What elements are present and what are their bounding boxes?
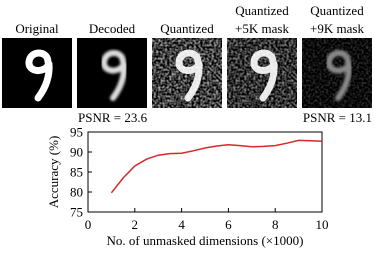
image-quantized-5k bbox=[227, 38, 297, 108]
image-original bbox=[2, 38, 72, 108]
y-axis-label: Accuracy (%) bbox=[46, 136, 61, 209]
panel-label: +5K mask bbox=[235, 21, 289, 36]
x-tick-label: 2 bbox=[132, 217, 139, 232]
panel-label: +9K mask bbox=[310, 21, 364, 36]
y-tick-label: 95 bbox=[70, 125, 83, 140]
y-tick-label: 80 bbox=[70, 185, 83, 200]
panel-label: Quantized bbox=[235, 3, 289, 18]
y-tick-label: 90 bbox=[70, 145, 83, 160]
x-tick-label: 10 bbox=[316, 217, 329, 232]
psnr-label: PSNR = 23.6 bbox=[78, 110, 148, 125]
image-decoded bbox=[77, 38, 147, 108]
image-quantized bbox=[152, 38, 222, 108]
data-line bbox=[110, 139, 323, 194]
x-tick-label: 8 bbox=[272, 217, 279, 232]
x-axis-label: No. of unmasked dimensions (×1000) bbox=[107, 233, 304, 248]
image-quantized-9k bbox=[302, 38, 372, 108]
panel-label: Quantized bbox=[310, 3, 364, 18]
plot-frame bbox=[87, 131, 323, 213]
x-tick-label: 4 bbox=[178, 217, 185, 232]
panel-label: Decoded bbox=[89, 21, 136, 36]
psnr-label: PSNR = 13.1 bbox=[303, 110, 372, 125]
x-tick-label: 0 bbox=[85, 217, 92, 232]
x-tick-label: 6 bbox=[225, 217, 232, 232]
panel-label: Original bbox=[15, 21, 59, 36]
y-tick-label: 75 bbox=[70, 205, 83, 220]
y-tick-label: 85 bbox=[70, 165, 83, 180]
panel-label: Quantized bbox=[160, 21, 214, 36]
